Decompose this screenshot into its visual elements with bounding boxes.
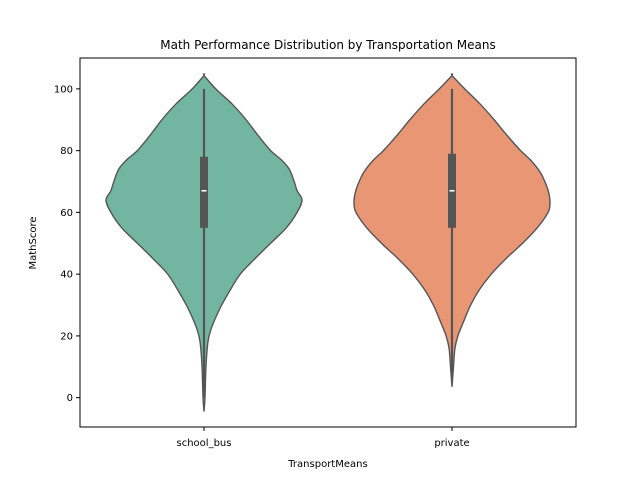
- chart-title: Math Performance Distribution by Transpo…: [160, 38, 495, 52]
- iqr-box-school_bus: [200, 157, 208, 228]
- y-tick-label: 0: [67, 393, 73, 404]
- x-axis-label: TransportMeans: [287, 459, 367, 470]
- y-tick-label: 100: [54, 84, 73, 95]
- y-tick-label: 60: [60, 208, 73, 219]
- x-tick-label: private: [434, 438, 469, 449]
- x-tick-label: school_bus: [177, 438, 232, 449]
- y-tick-label: 80: [60, 146, 73, 157]
- y-tick-label: 40: [60, 270, 73, 281]
- y-axis-label: MathScore: [28, 216, 39, 269]
- y-tick-label: 20: [60, 331, 73, 342]
